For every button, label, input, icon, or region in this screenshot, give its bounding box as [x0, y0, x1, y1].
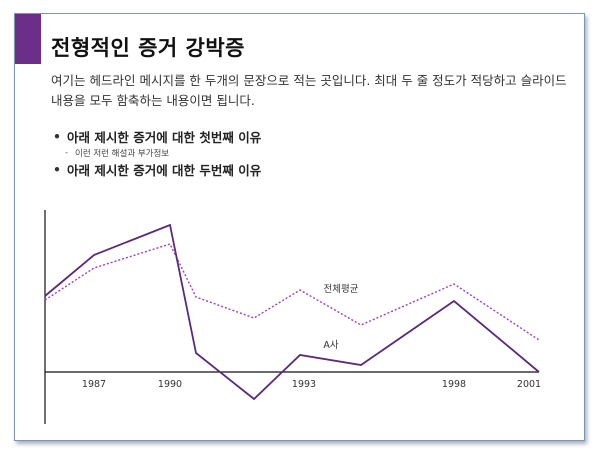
x-tick-label: 2001 — [517, 379, 541, 390]
slide-description: 여기는 헤드라인 메시지를 한 두개의 문장으로 적는 곳입니다. 최대 두 줄… — [51, 73, 567, 108]
sub-bullet-dash-icon: - — [65, 147, 69, 158]
slide-title: 전형적인 증거 강박증 — [51, 36, 246, 60]
bullet-item: • 아래 제시한 증거에 대한 첫번째 이유 — [53, 126, 261, 146]
sub-bullet-item: - 이런 저런 해설과 부가정보 — [53, 146, 261, 159]
series-label: 전체평균 — [324, 284, 359, 295]
x-tick-label: 1993 — [292, 379, 316, 390]
bullet-text: 아래 제시한 증거에 대한 첫번째 이유 — [67, 129, 262, 145]
slide: 전형적인 증거 강박증 여기는 헤드라인 메시지를 한 두개의 문장으로 적는 … — [14, 13, 585, 441]
bullet-dot-icon: • — [53, 128, 61, 144]
series-label: A사 — [323, 340, 338, 351]
title-accent-bar — [15, 14, 41, 64]
series-line-2 — [44, 223, 540, 401]
bullet-dot-icon: • — [53, 161, 61, 177]
x-tick-label: 1998 — [442, 379, 466, 390]
series-line-1 — [44, 243, 540, 341]
x-tick-label: 1990 — [158, 379, 182, 390]
bullet-list: • 아래 제시한 증거에 대한 첫번째 이유 - 이런 저런 해설과 부가정보 … — [53, 126, 261, 179]
x-tick-label: 1987 — [82, 379, 106, 390]
bullet-text: 아래 제시한 증거에 대한 두번째 이유 — [67, 162, 262, 178]
bullet-item: • 아래 제시한 증거에 대한 두번째 이유 — [53, 159, 261, 179]
sub-bullet-text: 이런 저런 해설과 부가정보 — [75, 148, 170, 159]
